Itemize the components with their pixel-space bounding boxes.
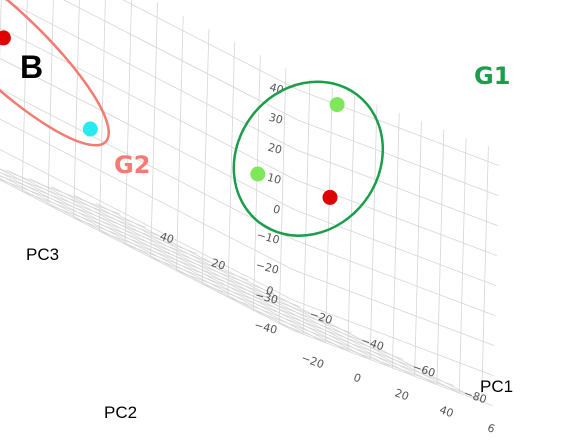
- y-tick-label: 40: [438, 403, 456, 420]
- x-tick-label: −60: [411, 360, 437, 380]
- grid-line: [347, 95, 355, 352]
- grid-line: [227, 41, 235, 298]
- x-tick-label: 20: [210, 256, 227, 273]
- z-tick-label: 0: [272, 203, 282, 217]
- grid-line: [392, 112, 400, 368]
- grid-line: [0, 179, 293, 331]
- x-axis-title: PC1: [480, 377, 513, 396]
- data-point: [250, 166, 266, 182]
- grid-line: [0, 174, 326, 343]
- axis-ticks: 403020100−10−20−30−40−20020406−80−60−40−…: [158, 81, 496, 436]
- data-point: [82, 121, 98, 137]
- grid-line: [98, 0, 106, 232]
- grid-line: [302, 79, 311, 335]
- panel-label: B: [20, 49, 43, 85]
- grid-line: [124, 0, 132, 245]
- grid-line: [253, 55, 261, 311]
- grid-line: [176, 15, 184, 271]
- grid-line: [73, 0, 80, 218]
- grid-line: [63, 0, 298, 121]
- grid-line: [325, 87, 333, 343]
- y-tick-label: 6: [486, 421, 497, 436]
- grid-line: [293, 269, 495, 346]
- grid-line: [3, 0, 297, 151]
- grid-line: [201, 28, 210, 284]
- grid-line: [295, 209, 497, 286]
- grid-line: [122, 0, 299, 91]
- z-tick-label: −20: [254, 258, 280, 277]
- grid-line: [481, 146, 489, 402]
- grid-line: [6, 169, 393, 369]
- x-tick-label: −40: [359, 334, 385, 354]
- grid-line: [150, 2, 158, 258]
- grid-line: [47, 0, 54, 205]
- grid-line: [297, 119, 499, 196]
- x-tick-label: 0: [264, 284, 275, 299]
- grid-line: [0, 27, 297, 181]
- grid-line: [29, 177, 415, 377]
- group-ellipses: [0, 0, 385, 237]
- grid-line: [0, 149, 293, 301]
- y-tick-label: 20: [393, 386, 411, 403]
- grid-line: [0, 88, 295, 241]
- grid-line: [51, 186, 438, 385]
- y-axis-title: PC2: [104, 403, 137, 422]
- group-label-g2: G2: [114, 151, 150, 179]
- plot-grid: [0, 0, 500, 406]
- z-axis-title: PC3: [26, 245, 59, 264]
- grid-line: [292, 299, 494, 376]
- grid-line: [0, 168, 371, 360]
- y-tick-label: 0: [352, 371, 363, 386]
- group-ellipse-g2: [0, 0, 110, 147]
- grid-line: [298, 89, 500, 166]
- data-point: [0, 30, 11, 46]
- grid-line: [369, 104, 378, 360]
- grid-line: [278, 68, 287, 324]
- z-tick-label: −40: [253, 318, 279, 337]
- data-point: [322, 189, 338, 205]
- y-tick-label: −20: [299, 351, 325, 371]
- z-tick-label: 30: [267, 111, 284, 127]
- grid-line: [0, 178, 304, 335]
- grid-line: [458, 137, 467, 394]
- z-tick-label: −10: [255, 228, 281, 247]
- grid-line: [95, 203, 482, 402]
- grid-line: [21, 0, 28, 192]
- data-point: [329, 97, 345, 113]
- grid-line: [436, 129, 445, 385]
- grid-line: [296, 149, 498, 226]
- grid-line: [0, 118, 294, 271]
- z-tick-label: 20: [267, 141, 284, 157]
- data-points: [0, 30, 345, 205]
- group-label-g1: G1: [474, 62, 510, 90]
- x-tick-label: 40: [158, 230, 175, 247]
- group-ellipse-g1: [232, 80, 385, 237]
- grid-line: [294, 239, 496, 316]
- grid-line: [0, 171, 348, 352]
- grid-line: [73, 194, 460, 394]
- x-tick-label: −20: [308, 308, 334, 328]
- z-tick-label: −30: [254, 288, 280, 307]
- z-tick-label: 40: [268, 81, 285, 97]
- grid-line: [414, 121, 422, 377]
- z-tick-label: 10: [266, 171, 283, 187]
- grid-line: [0, 57, 296, 211]
